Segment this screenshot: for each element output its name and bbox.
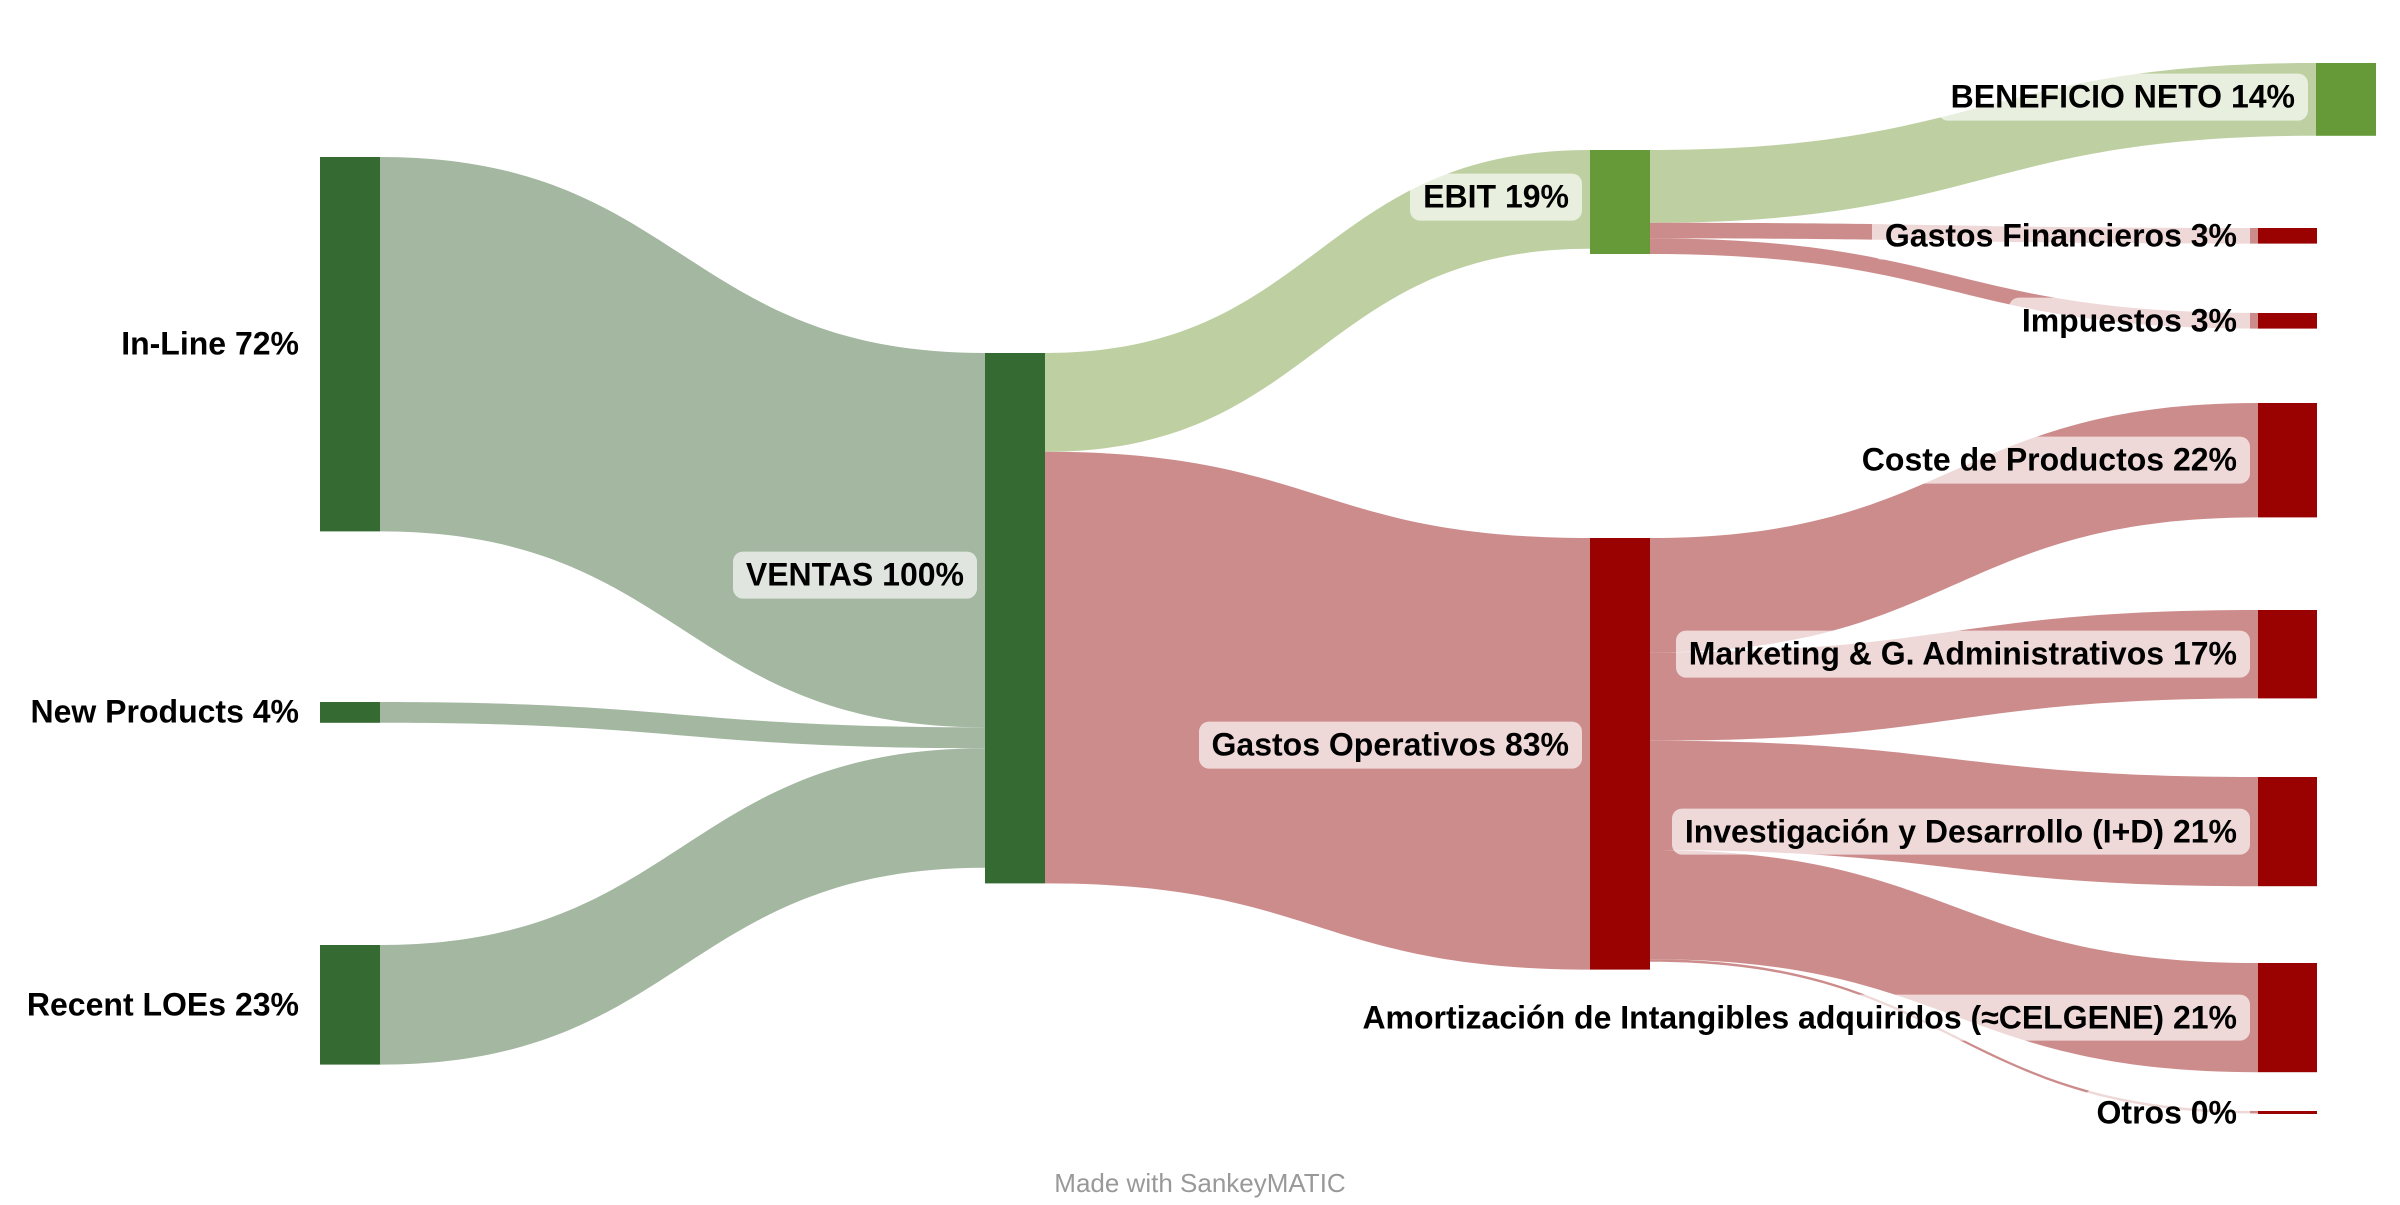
node-impuestos xyxy=(2258,313,2317,329)
node-coste_productos xyxy=(2258,403,2317,518)
node-new_products xyxy=(320,702,380,723)
node-in_line xyxy=(320,157,380,532)
node-gastos_operativos xyxy=(1590,538,1650,970)
flow-ebit-beneficio_neto xyxy=(1650,63,2316,223)
node-gastos_financieros xyxy=(2258,228,2317,244)
node-marketing_admin xyxy=(2258,610,2317,699)
flow-in_line-ventas xyxy=(380,157,985,728)
flow-ventas-ebit xyxy=(1045,150,1590,452)
node-recent_loes xyxy=(320,945,380,1065)
node-investigacion_id xyxy=(2258,777,2317,887)
node-ebit xyxy=(1590,150,1650,254)
node-otros xyxy=(2258,1111,2317,1114)
node-beneficio_neto xyxy=(2316,63,2376,136)
node-amortizacion xyxy=(2258,963,2317,1073)
node-ventas xyxy=(985,353,1045,884)
flow-ebit-gastos_financieros xyxy=(1650,222,2258,244)
flow-new_products-ventas xyxy=(380,702,985,749)
sankeymatic-credit: Made with SankeyMATIC xyxy=(1054,1168,1346,1198)
flow-ventas-gastos_operativos xyxy=(1045,451,1590,970)
flow-ebit-impuestos xyxy=(1650,238,2258,329)
flow-recent_loes-ventas xyxy=(380,748,985,1065)
